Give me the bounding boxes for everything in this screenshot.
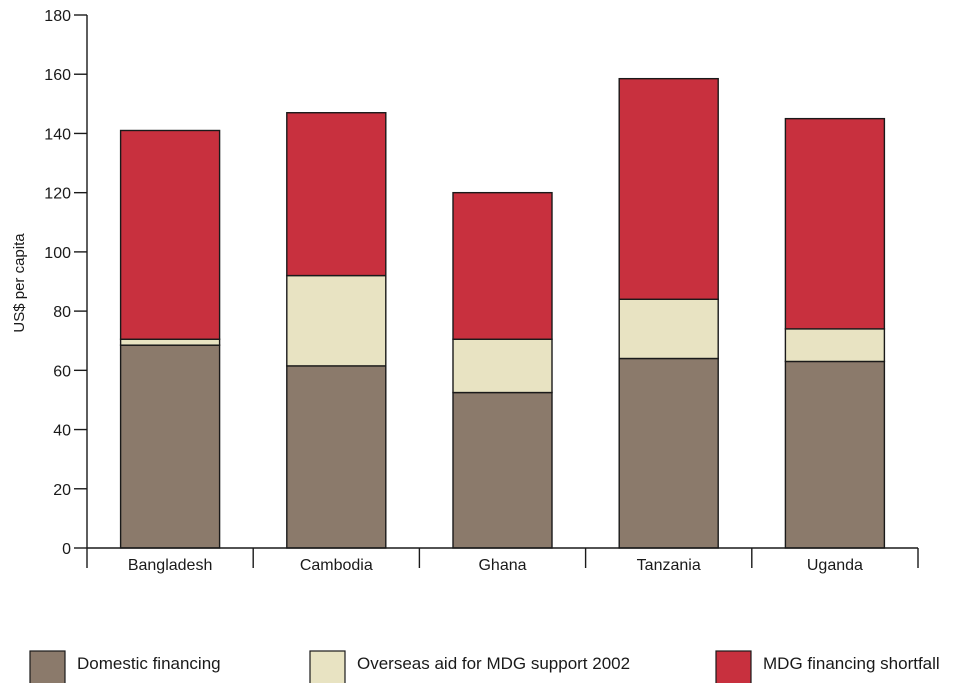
y-tick-label: 40: [53, 423, 71, 440]
bar-segment: [618, 77, 719, 300]
bar-segment: [452, 338, 553, 394]
legend: Domestic financing Overseas aid for MDG s…: [29, 650, 940, 683]
y-tick-label: 80: [53, 304, 71, 321]
y-tick-label: 120: [44, 186, 71, 203]
y-tick-label: 160: [44, 67, 71, 84]
x-tick-label: Cambodia: [300, 557, 373, 574]
bar-segment: [784, 117, 886, 330]
x-tick-label: Uganda: [807, 557, 863, 574]
bar-segment: [452, 191, 553, 340]
bar-segment: [119, 344, 221, 549]
bar-segment: [286, 365, 387, 549]
legend-label: MDG financing shortfall: [763, 654, 940, 673]
bar-segment: [452, 391, 553, 549]
bar-segment: [618, 298, 719, 360]
axes-layer: 0 20 40 60 80 100 120 140 160 180 Bangladesh Cambod…: [44, 8, 919, 574]
x-tick-label: Bangladesh: [128, 557, 213, 574]
y-tick-label: 60: [53, 363, 71, 380]
bar-segment: [119, 338, 221, 346]
bars-layer: [119, 77, 886, 549]
y-tick-label: 0: [62, 541, 71, 558]
bar-segment: [286, 274, 387, 367]
y-axis-title: US$ per capita: [11, 233, 28, 333]
legend-swatch: [29, 650, 66, 683]
bar-segment: [286, 112, 387, 277]
legend-label: Domestic financing: [77, 654, 221, 673]
legend-swatch: [309, 650, 346, 683]
y-tick-label: 20: [53, 482, 71, 499]
y-tick-label: 140: [44, 126, 71, 143]
legend-label: Overseas aid for MDG support 2002: [357, 654, 630, 673]
y-tick-label: 180: [44, 8, 71, 25]
x-tick-label: Ghana: [478, 557, 526, 574]
legend-swatch: [715, 650, 752, 683]
bar-segment: [784, 360, 886, 549]
x-tick-label: Tanzania: [637, 557, 701, 574]
bar-segment: [119, 129, 221, 340]
y-tick-label: 100: [44, 245, 71, 262]
bar-segment: [618, 357, 719, 549]
bar-segment: [784, 328, 886, 363]
